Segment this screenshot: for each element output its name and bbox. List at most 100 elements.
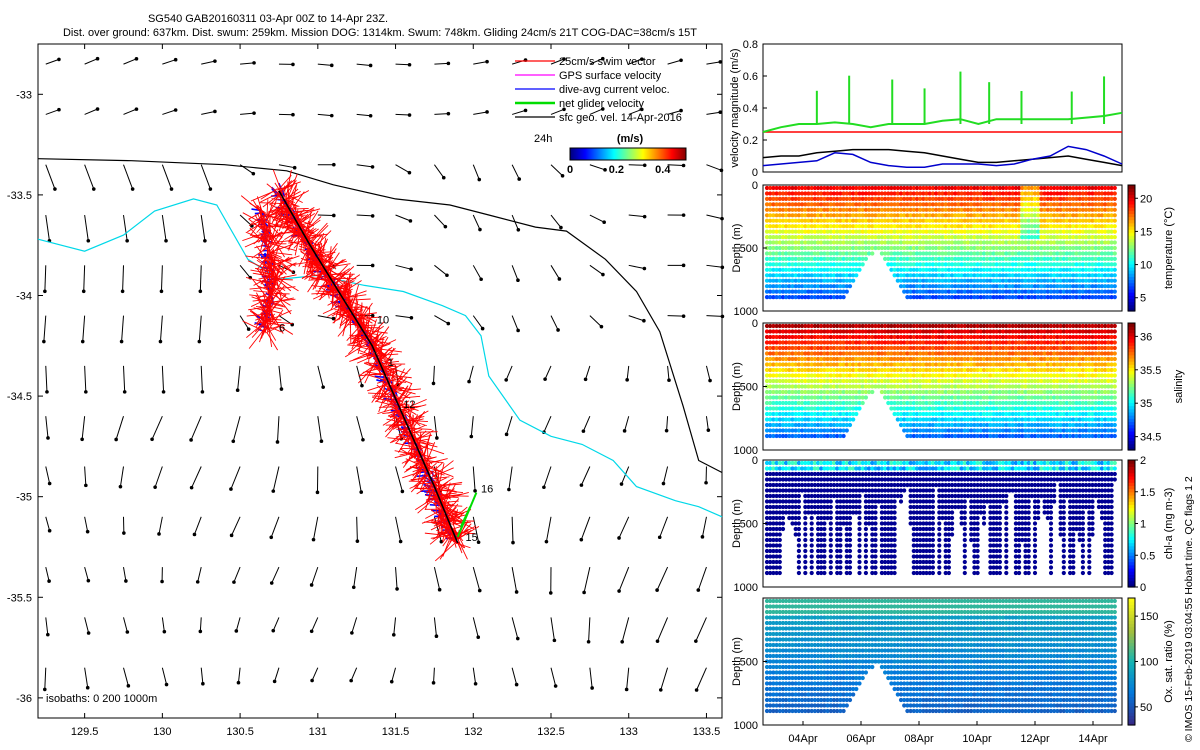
geo-vector-head bbox=[349, 678, 353, 683]
geo-vector bbox=[123, 667, 129, 686]
geo-vector-head bbox=[315, 490, 320, 495]
section-dot bbox=[841, 295, 846, 300]
dac-vector bbox=[374, 375, 385, 379]
swim-vector bbox=[259, 279, 271, 294]
swim-vector bbox=[287, 201, 295, 213]
geo-vector bbox=[705, 416, 709, 431]
swim-vector bbox=[268, 230, 293, 239]
geo-vector-head bbox=[720, 216, 724, 221]
geo-vector bbox=[395, 264, 412, 270]
geo-vector-head bbox=[43, 289, 47, 294]
geo-vector-head bbox=[134, 107, 139, 111]
day-label: 6 bbox=[279, 323, 285, 335]
swim-vector bbox=[266, 320, 293, 325]
geo-vector-head bbox=[625, 378, 629, 382]
geo-vector bbox=[395, 113, 410, 116]
geo-vector bbox=[618, 566, 630, 592]
geo-vector bbox=[161, 214, 167, 241]
section-dot bbox=[1112, 224, 1117, 229]
geo-vector bbox=[200, 214, 206, 241]
geo-vector bbox=[84, 617, 90, 634]
geo-vector bbox=[433, 566, 441, 590]
geo-vector-head bbox=[586, 639, 591, 644]
section-dot bbox=[863, 256, 869, 261]
geo-vector bbox=[123, 58, 137, 65]
section-ytick-label: 1000 bbox=[734, 306, 758, 318]
geo-vector bbox=[511, 667, 518, 685]
geo-vector bbox=[353, 567, 358, 588]
geo-vector bbox=[696, 667, 707, 691]
geo-vector-head bbox=[192, 532, 197, 537]
section-dot bbox=[1112, 240, 1117, 245]
geo-vector bbox=[123, 365, 126, 392]
legend-entry: dive-avg current veloc. bbox=[559, 84, 670, 96]
geo-vector-head bbox=[157, 532, 161, 536]
swim-vector bbox=[260, 307, 269, 326]
swim-vector bbox=[266, 325, 277, 341]
geo-vector bbox=[621, 466, 630, 485]
swim-vector bbox=[270, 204, 294, 217]
geo-vector-head bbox=[120, 289, 125, 294]
geo-vector-head bbox=[437, 587, 442, 592]
swim-vector bbox=[283, 227, 303, 230]
geo-vector-head bbox=[159, 289, 164, 294]
geo-vector bbox=[628, 264, 645, 270]
geo-vector-head bbox=[694, 639, 698, 643]
velocity-ytick-label: 0.8 bbox=[743, 39, 758, 51]
swim-vector bbox=[274, 278, 293, 281]
swim-vector bbox=[269, 309, 284, 334]
geo-vector bbox=[550, 315, 559, 331]
geo-vector bbox=[656, 566, 669, 591]
title-line2: Dist. over ground: 637km. Dist. swum: 25… bbox=[63, 27, 697, 39]
geo-vector bbox=[44, 265, 47, 292]
geo-vector-head bbox=[718, 110, 723, 115]
geo-vector bbox=[274, 667, 280, 682]
geo-vector-head bbox=[46, 436, 50, 440]
swim-vector bbox=[252, 279, 270, 301]
swim-vector bbox=[266, 332, 279, 351]
geo-vector bbox=[550, 617, 555, 641]
swim-vector bbox=[256, 224, 264, 233]
swim-vector bbox=[267, 244, 273, 260]
geo-vector bbox=[356, 466, 362, 493]
geo-vector bbox=[199, 617, 202, 632]
geo-vector bbox=[201, 110, 216, 115]
geo-vector-head bbox=[124, 579, 128, 583]
geo-vector-head bbox=[189, 438, 193, 442]
geo-vector-head bbox=[198, 629, 203, 634]
geo-vector bbox=[588, 617, 591, 642]
geo-vector bbox=[508, 466, 513, 490]
geo-vector bbox=[84, 566, 89, 581]
geo-vector bbox=[161, 365, 165, 392]
geo-vector bbox=[317, 63, 332, 66]
geo-vector-head bbox=[203, 238, 207, 243]
geo-vector-head bbox=[681, 163, 686, 168]
geo-vector bbox=[84, 466, 87, 486]
geo-vector bbox=[162, 59, 176, 65]
legend-entry: 25cm/s swim vector bbox=[559, 56, 656, 68]
geo-vector-head bbox=[655, 588, 659, 592]
section-dot bbox=[860, 262, 865, 267]
geo-vector-head bbox=[80, 437, 84, 442]
geo-vector-head bbox=[407, 113, 412, 117]
geo-vector-head bbox=[169, 187, 174, 191]
geo-vector-head bbox=[409, 315, 414, 320]
geo-vector-head bbox=[359, 490, 364, 494]
geo-vector-head bbox=[681, 263, 686, 268]
geo-vector-head bbox=[271, 628, 276, 633]
map-ytick-label: -33.5 bbox=[7, 190, 32, 202]
geo-vector-head bbox=[329, 63, 334, 68]
section-dot bbox=[1112, 267, 1117, 272]
section-colorbar-label: temperature (°C) bbox=[1163, 207, 1175, 289]
geo-vector bbox=[511, 315, 519, 331]
geo-vector bbox=[351, 617, 358, 634]
geo-vector bbox=[667, 365, 670, 381]
geo-vector-head bbox=[389, 679, 394, 684]
geo-vector-head bbox=[309, 629, 314, 634]
section-dot bbox=[1112, 207, 1117, 212]
day-label: 1 bbox=[388, 357, 394, 369]
geo-vector bbox=[278, 365, 282, 390]
geo-vector bbox=[200, 164, 211, 190]
geo-vector-head bbox=[114, 437, 118, 442]
